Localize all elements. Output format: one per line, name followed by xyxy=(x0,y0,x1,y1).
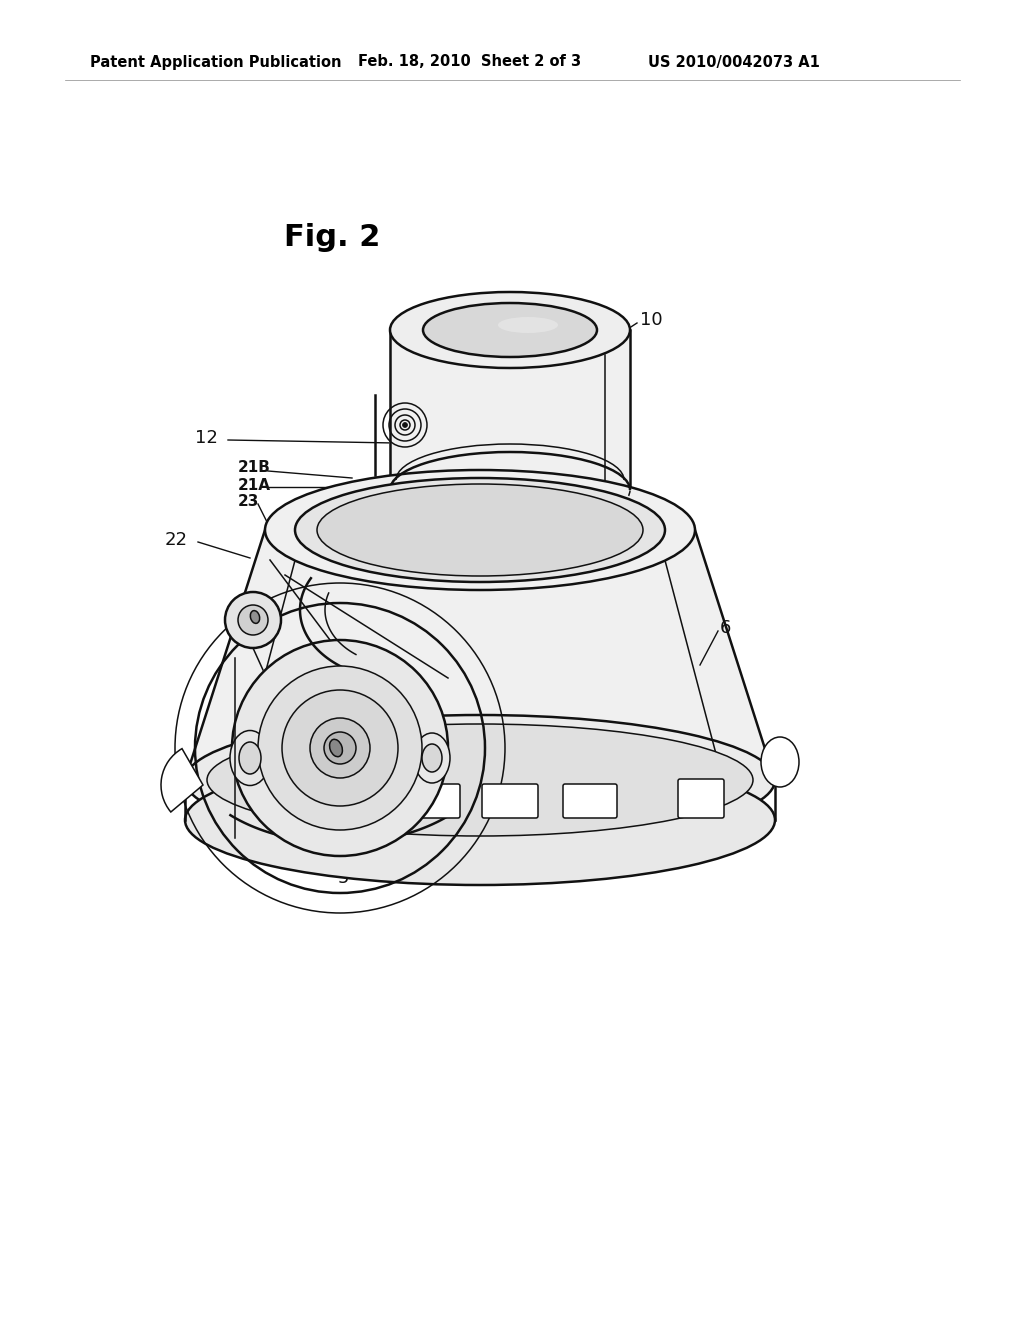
Text: 10: 10 xyxy=(640,312,663,329)
Polygon shape xyxy=(185,531,775,780)
Text: 21B: 21B xyxy=(238,461,271,475)
Ellipse shape xyxy=(295,478,665,582)
Text: Feb. 18, 2010  Sheet 2 of 3: Feb. 18, 2010 Sheet 2 of 3 xyxy=(358,54,582,70)
Circle shape xyxy=(310,718,370,777)
Wedge shape xyxy=(161,748,203,812)
FancyBboxPatch shape xyxy=(482,784,538,818)
Text: 4: 4 xyxy=(635,517,646,536)
Circle shape xyxy=(225,591,281,648)
Ellipse shape xyxy=(498,317,558,333)
Ellipse shape xyxy=(423,304,597,356)
Ellipse shape xyxy=(239,742,261,774)
Text: 6: 6 xyxy=(720,619,731,638)
FancyBboxPatch shape xyxy=(563,784,617,818)
Ellipse shape xyxy=(761,737,799,787)
Text: US 2010/0042073 A1: US 2010/0042073 A1 xyxy=(648,54,820,70)
Text: 5: 5 xyxy=(338,869,349,887)
Circle shape xyxy=(238,605,268,635)
Circle shape xyxy=(402,422,408,428)
Ellipse shape xyxy=(317,484,643,576)
Ellipse shape xyxy=(207,723,753,836)
Ellipse shape xyxy=(330,739,342,756)
FancyBboxPatch shape xyxy=(678,779,724,818)
Ellipse shape xyxy=(414,733,450,783)
Text: 15: 15 xyxy=(605,502,628,519)
Circle shape xyxy=(232,640,449,855)
Text: 11: 11 xyxy=(556,309,579,327)
Ellipse shape xyxy=(422,744,442,772)
FancyBboxPatch shape xyxy=(401,784,460,818)
Circle shape xyxy=(258,667,422,830)
Circle shape xyxy=(282,690,398,807)
Ellipse shape xyxy=(185,715,775,845)
Ellipse shape xyxy=(185,755,775,884)
Text: Patent Application Publication: Patent Application Publication xyxy=(90,54,341,70)
Text: 23: 23 xyxy=(238,495,259,510)
Text: 20: 20 xyxy=(293,843,315,862)
Ellipse shape xyxy=(390,292,630,368)
Text: 12: 12 xyxy=(195,429,218,447)
Text: 21A: 21A xyxy=(238,478,271,492)
Polygon shape xyxy=(390,292,630,490)
Ellipse shape xyxy=(230,730,270,785)
Ellipse shape xyxy=(250,611,260,623)
Circle shape xyxy=(324,733,356,764)
Text: Fig. 2: Fig. 2 xyxy=(284,223,380,252)
Ellipse shape xyxy=(265,470,695,590)
Text: 22: 22 xyxy=(165,531,188,549)
